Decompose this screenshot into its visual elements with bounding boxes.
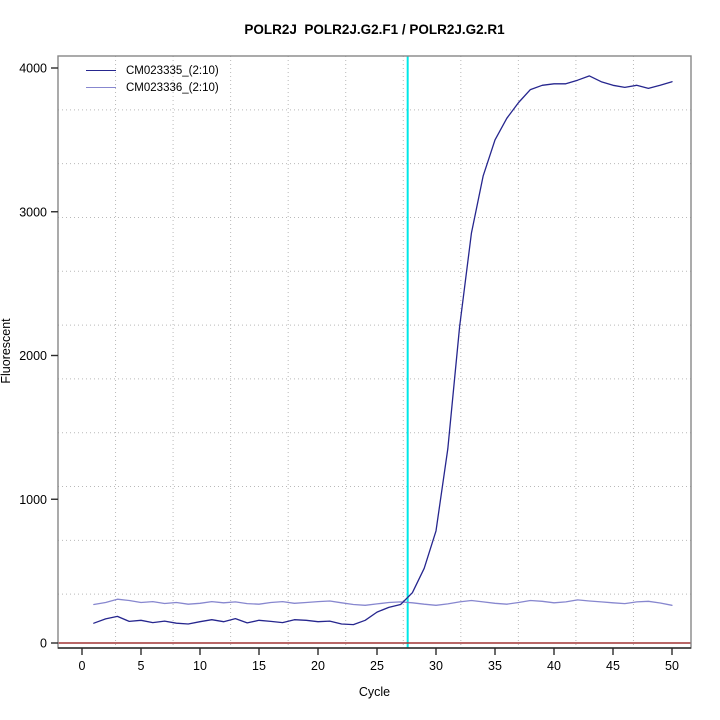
svg-text:1000: 1000 — [19, 493, 47, 507]
svg-text:25: 25 — [370, 659, 384, 673]
legend: CM023335_(2:10) CM023336_(2:10) — [86, 62, 219, 96]
legend-label-series2: CM023336_(2:10) — [126, 81, 219, 94]
svg-text:3000: 3000 — [19, 205, 47, 219]
legend-item-1: CM023335_(2:10) — [86, 62, 219, 79]
svg-text:40: 40 — [547, 659, 561, 673]
svg-text:0: 0 — [79, 659, 86, 673]
svg-text:35: 35 — [488, 659, 502, 673]
svg-text:4000: 4000 — [19, 62, 47, 76]
svg-text:2000: 2000 — [19, 349, 47, 363]
x-axis-label: Cycle — [358, 685, 391, 699]
svg-text:0: 0 — [40, 637, 47, 651]
legend-item-2: CM023336_(2:10) — [86, 79, 219, 96]
legend-line-swatch-series2 — [86, 87, 116, 88]
svg-text:5: 5 — [138, 659, 145, 673]
legend-line-swatch-series1 — [86, 70, 116, 71]
svg-text:10: 10 — [193, 659, 207, 673]
svg-text:20: 20 — [311, 659, 325, 673]
svg-text:50: 50 — [665, 659, 679, 673]
svg-text:30: 30 — [429, 659, 443, 673]
y-axis-label: Fluorescent — [0, 318, 13, 384]
legend-label-series1: CM023335_(2:10) — [126, 64, 219, 77]
svg-text:15: 15 — [252, 659, 266, 673]
chart-title: POLR2J POLR2J.G2.F1 / POLR2J.G2.R1 — [244, 22, 505, 37]
svg-text:45: 45 — [606, 659, 620, 673]
